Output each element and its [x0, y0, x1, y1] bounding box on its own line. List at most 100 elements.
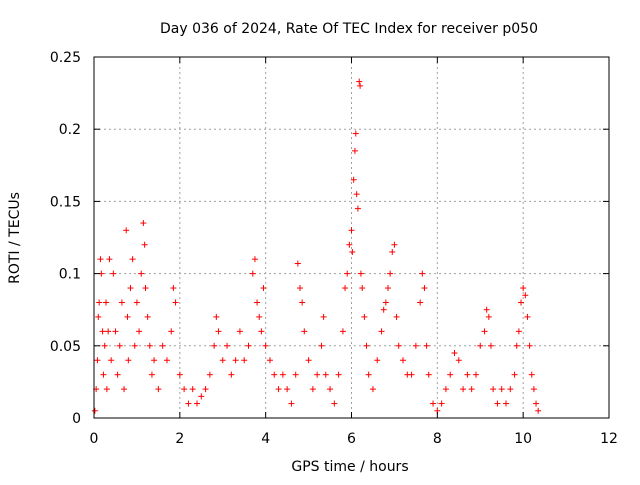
x-tick-label: 4: [261, 431, 270, 447]
data-point: [331, 400, 338, 407]
data-point: [110, 270, 117, 277]
data-point: [369, 386, 376, 393]
data-point: [393, 313, 400, 320]
data-point: [417, 299, 424, 306]
data-point: [487, 342, 494, 349]
axes: [93, 56, 610, 419]
data-point: [389, 248, 396, 255]
chart-title: Day 036 of 2024, Rate Of TEC Index for r…: [160, 21, 538, 37]
data-point: [515, 328, 522, 335]
data-point: [309, 386, 316, 393]
data-point: [346, 241, 353, 248]
data-point: [172, 299, 179, 306]
data-point: [91, 407, 98, 414]
data-point: [124, 313, 131, 320]
data-point: [155, 386, 162, 393]
data-point: [320, 313, 327, 320]
data-point: [513, 342, 520, 349]
x-tick-label: 0: [90, 431, 99, 447]
data-point: [118, 299, 125, 306]
data-point: [131, 342, 138, 349]
data-point: [256, 313, 263, 320]
data-point: [472, 371, 479, 378]
data-point: [365, 371, 372, 378]
x-tick-label: 2: [175, 431, 184, 447]
data-point: [391, 241, 398, 248]
data-point: [260, 285, 267, 292]
data-point: [206, 371, 213, 378]
data-point: [378, 328, 385, 335]
data-point: [430, 400, 437, 407]
data-point: [249, 270, 256, 277]
data-point: [294, 260, 301, 267]
data-point: [438, 400, 445, 407]
data-point: [305, 357, 312, 364]
data-point: [103, 386, 110, 393]
data-point: [140, 220, 147, 227]
data-point: [526, 342, 533, 349]
data-point: [297, 285, 303, 292]
data-point: [349, 248, 356, 255]
data-point: [460, 386, 467, 393]
data-point: [236, 328, 243, 335]
data-point: [359, 285, 366, 292]
y-axis-title: ROTI / TECUs: [7, 192, 23, 284]
data-point: [146, 342, 153, 349]
data-point: [127, 285, 134, 292]
data-point: [357, 82, 364, 89]
data-point: [185, 400, 192, 407]
data-point: [219, 357, 226, 364]
data-point: [136, 328, 143, 335]
x-axis-title: GPS time / hours: [291, 459, 408, 475]
data-point: [374, 357, 381, 364]
data-point: [353, 191, 360, 198]
data-point: [129, 256, 136, 263]
data-point: [357, 270, 364, 277]
data-point: [144, 313, 151, 320]
data-point: [123, 227, 130, 234]
data-point: [408, 371, 415, 378]
data-point: [498, 386, 505, 393]
data-point: [530, 386, 537, 393]
data-point: [95, 313, 102, 320]
data-point: [106, 256, 113, 263]
data-point: [224, 342, 231, 349]
data-point: [342, 285, 349, 292]
data-point: [101, 342, 108, 349]
data-point: [125, 357, 132, 364]
data-point: [266, 357, 273, 364]
data-point: [339, 328, 346, 335]
data-point: [483, 306, 490, 313]
data-point: [477, 342, 484, 349]
data-point: [301, 328, 308, 335]
data-point: [194, 400, 200, 407]
data-point: [245, 342, 252, 349]
data-point: [421, 285, 428, 292]
data-point: [151, 357, 158, 364]
data-point: [327, 386, 334, 393]
data-point: [351, 147, 358, 154]
data-point: [99, 328, 106, 335]
y-tick-label: 0.1: [59, 267, 81, 283]
data-point: [133, 299, 140, 306]
data-point: [97, 256, 104, 263]
data-point: [412, 342, 419, 349]
data-point: [94, 357, 101, 364]
data-point: [159, 342, 166, 349]
data-point: [447, 371, 454, 378]
data-point: [108, 357, 115, 364]
data-point: [425, 371, 432, 378]
data-point: [141, 241, 148, 248]
data-point: [322, 371, 329, 378]
data-point: [503, 400, 509, 407]
y-tick-label: 0.2: [59, 122, 81, 138]
data-point: [356, 78, 363, 85]
data-point: [112, 328, 119, 335]
data-point: [254, 299, 261, 306]
data-point: [395, 342, 402, 349]
data-point: [232, 357, 239, 364]
data-point: [481, 328, 488, 335]
data-point: [105, 328, 112, 335]
